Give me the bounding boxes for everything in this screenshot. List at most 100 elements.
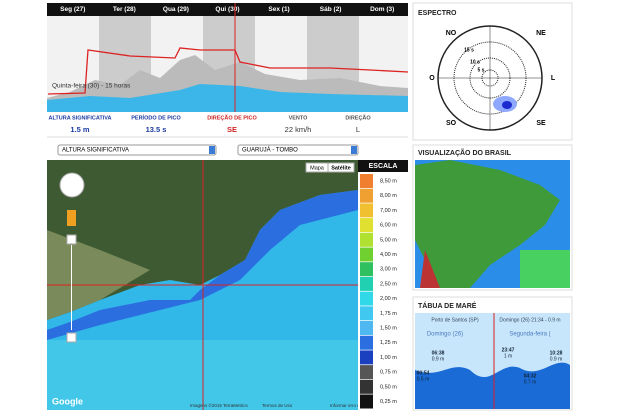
period-line	[47, 47, 409, 95]
scale-swatch	[360, 321, 373, 335]
location-select-text[interactable]: GUARUJÁ - TOMBO	[242, 147, 298, 154]
field-value: 22 km/h	[285, 125, 312, 134]
ring-label: 15 s	[464, 47, 474, 53]
scale-swatch	[360, 291, 373, 306]
field-value: 1.5 m	[70, 125, 90, 134]
field-value: SE	[227, 125, 237, 134]
scale-label: 1,50 m	[380, 325, 397, 331]
hover-label: Quinta-feira (30) - 15 horas	[52, 83, 131, 90]
scale-swatch	[360, 262, 373, 277]
field-label: DIREÇÃO	[345, 114, 371, 121]
scale-label: 0,25 m	[380, 399, 397, 405]
tide-height: 0.5 m	[417, 376, 430, 382]
scale-swatch	[360, 365, 373, 380]
day-label: Ter (28)	[113, 6, 136, 13]
direction-label: NO	[446, 30, 457, 37]
scale-label: 3,00 m	[380, 267, 397, 273]
day-label: Qua (29)	[163, 6, 189, 13]
map-button-text[interactable]: Mapa	[310, 165, 325, 171]
location-select[interactable]	[237, 144, 359, 156]
tide-current: Domingo (26) 21:34 - 0.9 m	[499, 317, 560, 323]
day-label: Sáb (2)	[320, 6, 342, 13]
direction-label: L	[551, 75, 556, 82]
brazil-title: VISUALIZAÇÃO DO BRASIL	[418, 148, 512, 157]
scale-label: 8,00 m	[380, 193, 397, 199]
scale-label: 1,00 m	[380, 355, 397, 361]
days: Seg (27) Ter (28) Qua (29) Qui (30) Sex (1) S…	[60, 6, 394, 13]
tide-day: Domingo (26)	[427, 332, 463, 338]
day-label: Dom (3)	[370, 6, 394, 13]
tide-time: 23:47	[502, 347, 515, 353]
tide-day: Segunda-feira (	[509, 332, 550, 338]
scale-swatch	[360, 247, 373, 262]
tide-port: Porto de Santos (SP)	[431, 317, 479, 323]
day-label: Qui (30)	[215, 6, 239, 13]
polar	[437, 25, 543, 131]
variable-select[interactable]	[57, 144, 217, 156]
fields: ALTURA SIGNIFICATIVA 1.5 m PERÍODO DE PICO…	[48, 113, 371, 134]
tide-height: 0.9 m	[550, 356, 563, 362]
scale-label: 2,00 m	[380, 296, 397, 302]
field-value: L	[356, 125, 360, 134]
tide-time: 06:38	[432, 350, 445, 356]
zoom-out[interactable]	[66, 332, 77, 343]
scale-label: 0,75 m	[380, 370, 397, 376]
tide-time: 04:32	[524, 373, 537, 379]
day-bar	[47, 3, 408, 16]
scale-items: 8,50 m 8,00 m 7,00 m 6,00 m 5,00 m 4,00 m 3,00…	[360, 174, 397, 409]
field-label: DIREÇÃO DE PICO	[207, 114, 257, 121]
spectrum-labels: NO NE O L SO SE 15 s 10 s 5 s	[429, 30, 556, 127]
satellite-button-text[interactable]: Satélite	[331, 165, 351, 171]
scale-label: 2,50 m	[380, 281, 397, 287]
variable-select-text[interactable]: ALTURA SIGNIFICATIVA	[62, 148, 129, 154]
scale-swatch	[360, 350, 373, 365]
field-label: ALTURA SIGNIFICATIVA	[48, 115, 111, 121]
zoom-in[interactable]	[66, 234, 77, 245]
tide-height: 1 m	[504, 353, 512, 359]
scale-swatch	[360, 379, 373, 394]
pan-control[interactable]	[59, 172, 85, 198]
scale-swatch	[360, 188, 373, 203]
scale-label: 0,50 m	[380, 384, 397, 390]
direction-label: O	[429, 75, 435, 82]
spectrum-title: ESPECTRO	[418, 10, 457, 17]
tide-wave	[415, 362, 570, 409]
ring-label: 10 s	[470, 59, 480, 65]
google-logo: Google	[52, 396, 83, 406]
scale-swatch	[360, 276, 373, 291]
ring-label: 5 s	[478, 67, 485, 73]
field-label: VENTO	[289, 115, 309, 121]
scale-swatch	[360, 394, 373, 409]
scale-swatch	[360, 232, 373, 247]
direction-label: NE	[536, 30, 546, 37]
scale-swatch	[360, 335, 373, 350]
wave-area	[47, 84, 408, 112]
scale-label: 7,00 m	[380, 208, 397, 214]
footer-text: Imagens ©2015 TerraMetrics	[190, 402, 249, 408]
direction-label: SE	[536, 120, 546, 127]
tide-time: 10:28	[550, 350, 563, 356]
scale-swatch	[360, 174, 373, 188]
scale-label: 6,00 m	[380, 223, 397, 229]
scale-label: 4,00 m	[380, 252, 397, 258]
tide-title: TÁBUA DE MARÉ	[418, 301, 477, 310]
tide-height: 0.9 m	[432, 356, 445, 362]
spectrum-panel	[412, 2, 573, 141]
satellite-button[interactable]	[327, 162, 355, 173]
map-footer: Imagens ©2015 TerraMetrics Termos de Uso I…	[190, 402, 375, 408]
field-label: PERÍODO DE PICO	[131, 113, 181, 121]
tide-height: 0.7 m	[524, 379, 537, 385]
map[interactable]: Mapa Satélite Google Imagens ©2015 Terra…	[47, 160, 375, 410]
scale-swatch	[360, 306, 373, 321]
scale-label: 5,00 m	[380, 237, 397, 243]
scale-label: 1,25 m	[380, 340, 397, 346]
tide-time: 00:54	[417, 370, 430, 376]
tide-labels: Porto de Santos (SP) Domingo (26) 21:34 -…	[417, 317, 563, 385]
footer-text: Termos de Uso	[262, 403, 293, 408]
scale-swatch	[360, 218, 373, 233]
field-value: 13.5 s	[146, 125, 167, 134]
scale-label: 1,75 m	[380, 311, 397, 317]
pegman[interactable]	[67, 210, 76, 226]
scale-label: 8,50 m	[380, 178, 397, 184]
footer-text: Informar erro no mapa	[330, 403, 375, 408]
